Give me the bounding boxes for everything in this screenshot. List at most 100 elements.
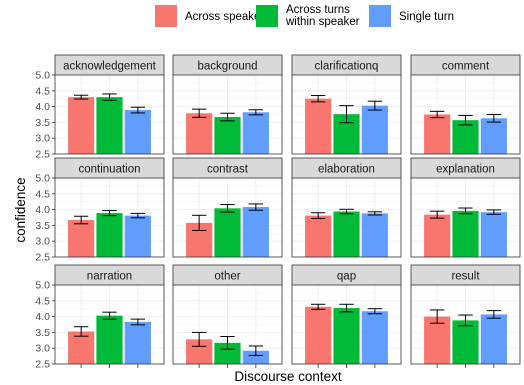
y-tick-label: 5.0 (35, 173, 50, 185)
error-bar (458, 207, 473, 215)
error-bar (73, 326, 89, 337)
y-tick-label: 5.0 (35, 280, 50, 292)
error-bar (220, 336, 235, 350)
bar-across-turns-within-speaker (96, 315, 123, 364)
error-bar (429, 210, 445, 219)
panel-border (291, 74, 402, 155)
facet-panels: acknowledgement 2.5 3.0 3.5 4.0 4.5 5.0 backgro… (35, 54, 521, 371)
bar-across-turns-within-speaker (96, 213, 123, 257)
error-bar (191, 108, 207, 118)
panel-border (54, 74, 165, 155)
bar-across-turns-within-speaker (452, 210, 479, 257)
facet-strip-label: clarificationq (315, 61, 379, 73)
bar-across-turns-within-speaker (214, 342, 241, 364)
legend-label: within speaker (285, 16, 360, 28)
y-tick-label: 3.0 (35, 133, 50, 145)
error-bar (248, 203, 264, 211)
facet-panel-other: other (172, 264, 283, 368)
bar-single-turn (242, 112, 269, 154)
error-bar (310, 95, 326, 103)
y-tick-label: 2.5 (35, 252, 50, 264)
bar-across-speakers (68, 97, 95, 154)
bar-single-turn (124, 110, 151, 154)
y-tick-label: 4.0 (35, 101, 50, 113)
error-bar (310, 303, 326, 310)
error-bar (102, 93, 117, 101)
facet-strip-label: other (214, 271, 240, 283)
bar-across-turns-within-speaker (452, 320, 479, 364)
facet-strip-label: contrast (207, 164, 249, 176)
legend-key-across-turns-within-speaker (256, 5, 278, 27)
panel-border (291, 177, 402, 258)
bar-across-turns-within-speaker (96, 97, 123, 154)
facet-strip-label: qap (337, 271, 356, 283)
error-bar (248, 345, 264, 356)
error-bar (339, 303, 354, 313)
error-bar (220, 204, 235, 213)
error-bar (73, 94, 89, 100)
bar-across-speakers (186, 113, 213, 154)
facet-panel-comment: comment (410, 54, 521, 155)
y-tick-label: 4.0 (35, 311, 50, 323)
error-bar (339, 105, 354, 124)
error-bar (102, 311, 117, 320)
y-tick-label: 3.5 (35, 117, 50, 129)
bar-across-turns-within-speaker (333, 211, 360, 257)
error-bar (429, 309, 445, 324)
error-bar (191, 214, 207, 231)
error-bar (339, 208, 354, 215)
facet-strip-label: explanation (436, 164, 495, 176)
y-tick-label: 3.5 (35, 220, 50, 232)
bar-single-turn (480, 118, 507, 154)
y-tick-label: 3.5 (35, 327, 50, 339)
bar-single-turn (124, 215, 151, 257)
bar-single-turn (480, 314, 507, 364)
facet-strip-label: comment (442, 61, 490, 73)
error-bar (367, 308, 383, 315)
bar-across-speakers (305, 98, 332, 154)
error-bar (220, 112, 235, 122)
bar-single-turn (242, 350, 269, 364)
error-bar (367, 100, 383, 111)
error-bar (367, 211, 383, 216)
bar-across-turns-within-speaker (214, 117, 241, 154)
legend-key-single-turn (369, 5, 391, 27)
error-bar (248, 109, 264, 116)
bar-single-turn (242, 207, 269, 257)
bar-across-speakers (305, 215, 332, 257)
error-bar (130, 212, 146, 219)
legend-label: Single turn (399, 11, 454, 23)
y-tick-label: 2.5 (35, 149, 50, 161)
bar-across-turns-within-speaker (452, 120, 479, 154)
bar-single-turn (124, 321, 151, 364)
bar-single-turn (480, 212, 507, 257)
bar-across-speakers (424, 316, 451, 364)
facet-strip-label: result (451, 271, 480, 283)
panel-border (172, 74, 283, 155)
bar-across-speakers (68, 220, 95, 257)
facet-strip-label: background (197, 61, 257, 73)
y-tick-label: 3.0 (35, 236, 50, 248)
error-bar (102, 210, 117, 217)
error-bar (429, 110, 445, 119)
error-bar (458, 114, 473, 126)
facet-strip-label: elaboration (318, 164, 375, 176)
bar-across-speakers (424, 114, 451, 154)
y-tick-label: 2.5 (35, 359, 50, 371)
y-tick-label: 5.0 (35, 70, 50, 82)
facet-strip-label: narration (87, 271, 132, 283)
facet-panel-elaboration: elaboration (291, 157, 402, 258)
error-bar (130, 106, 146, 114)
error-bar (73, 215, 89, 225)
facet-panel-contrast: contrast (172, 157, 283, 258)
bar-across-speakers (424, 214, 451, 257)
legend-label: Across speakers (185, 11, 270, 23)
error-bar (486, 209, 502, 215)
y-tick-label: 4.5 (35, 188, 50, 200)
bar-across-speakers (68, 331, 95, 364)
facet-panel-clarificationq: clarificationq (291, 54, 402, 155)
facet-strip-label: continuation (78, 164, 140, 176)
error-bar (458, 314, 473, 327)
y-tick-label: 3.0 (35, 343, 50, 355)
